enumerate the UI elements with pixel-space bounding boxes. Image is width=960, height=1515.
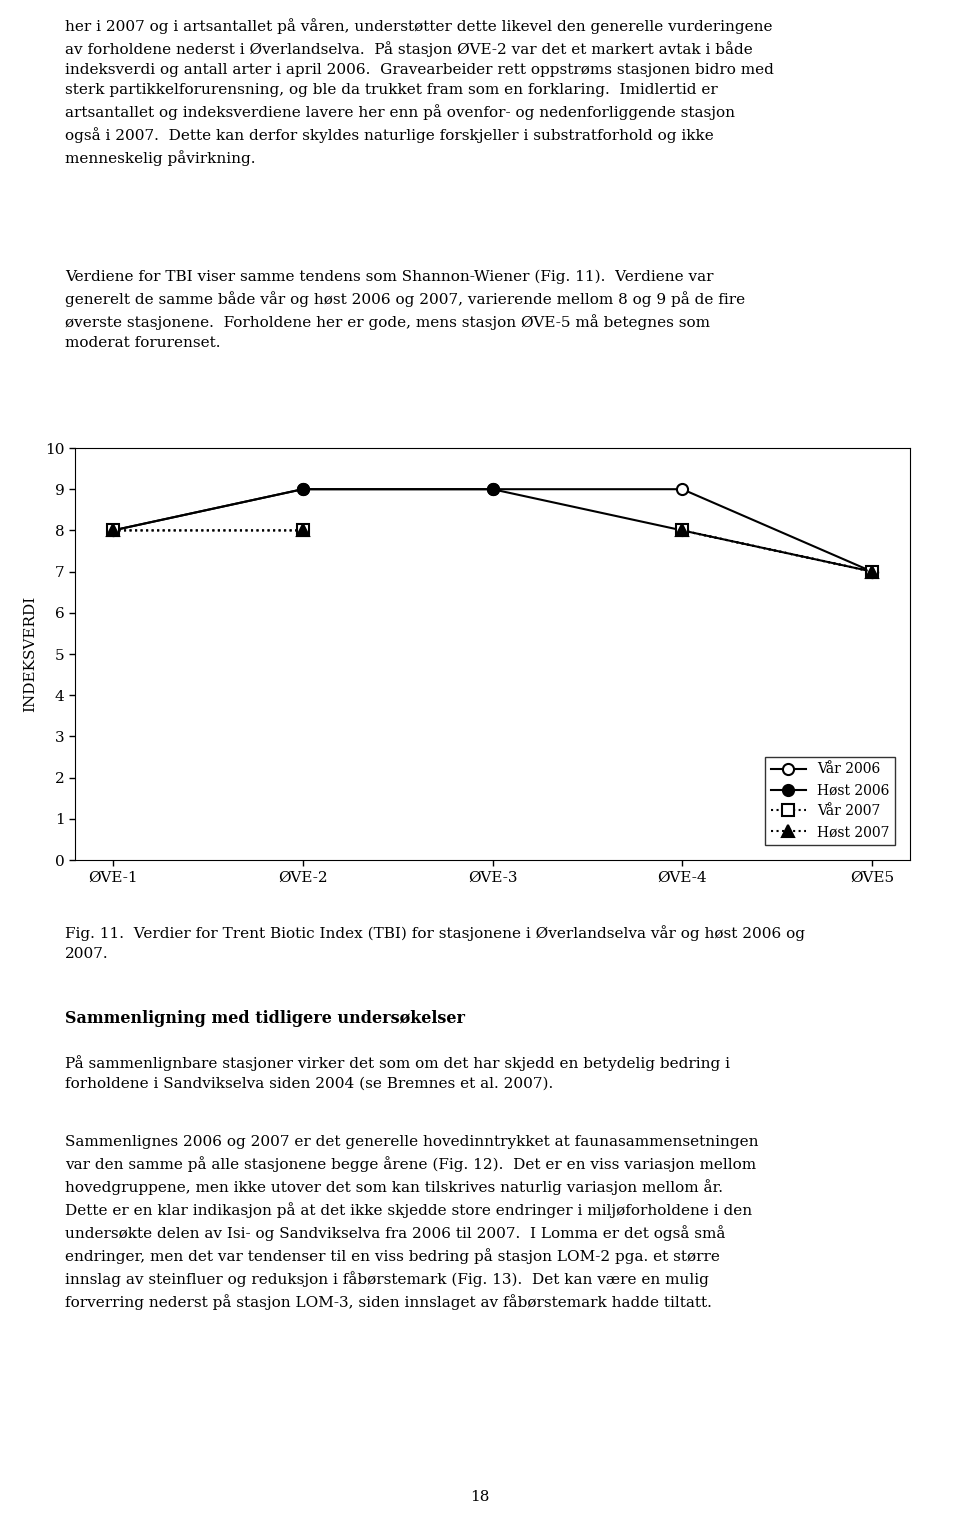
Y-axis label: INDEKSVERDI: INDEKSVERDI [23,595,36,712]
Text: her i 2007 og i artsantallet på våren, understøtter dette likevel den generelle : her i 2007 og i artsantallet på våren, u… [65,18,774,165]
Text: Sammenlignes 2006 og 2007 er det generelle hovedinntrykket at faunasammensetning: Sammenlignes 2006 og 2007 er det generel… [65,1135,758,1309]
Høst 2007 [866,562,877,580]
Vår 2006 [108,521,119,539]
Text: Fig. 11.  Verdier for Trent Biotic Index (TBI) for stasjonene i Øverlandselva vå: Fig. 11. Verdier for Trent Biotic Index … [65,926,805,961]
Høst 2006 [866,562,877,580]
Text: På sammenlignbare stasjoner virker det som om det har skjedd en betydelig bedrin: På sammenlignbare stasjoner virker det s… [65,1054,731,1091]
Vår 2007 [677,521,688,539]
Høst 2007 [108,521,119,539]
Line: Høst 2007: Høst 2007 [108,524,877,577]
Høst 2006 [487,480,498,498]
Text: 18: 18 [470,1489,490,1504]
Høst 2006 [108,521,119,539]
Line: Høst 2006: Høst 2006 [108,483,877,577]
Legend: Vår 2006, Høst 2006, Vår 2007, Høst 2007: Vår 2006, Høst 2006, Vår 2007, Høst 2007 [765,758,895,845]
Vår 2006 [677,480,688,498]
Høst 2006 [677,521,688,539]
Høst 2007 [297,521,308,539]
Text: Sammenligning med tidligere undersøkelser: Sammenligning med tidligere undersøkelse… [65,1011,466,1027]
Text: Verdiene for TBI viser samme tendens som Shannon-Wiener (Fig. 11).  Verdiene var: Verdiene for TBI viser samme tendens som… [65,270,745,350]
Vår 2006 [297,480,308,498]
Vår 2006 [866,562,877,580]
Vår 2006 [487,480,498,498]
Line: Vår 2006: Vår 2006 [108,483,877,577]
Vår 2007 [108,521,119,539]
Vår 2007 [866,562,877,580]
Høst 2007 [677,521,688,539]
Line: Vår 2007: Vår 2007 [108,524,877,577]
Vår 2007 [297,521,308,539]
Høst 2006 [297,480,308,498]
